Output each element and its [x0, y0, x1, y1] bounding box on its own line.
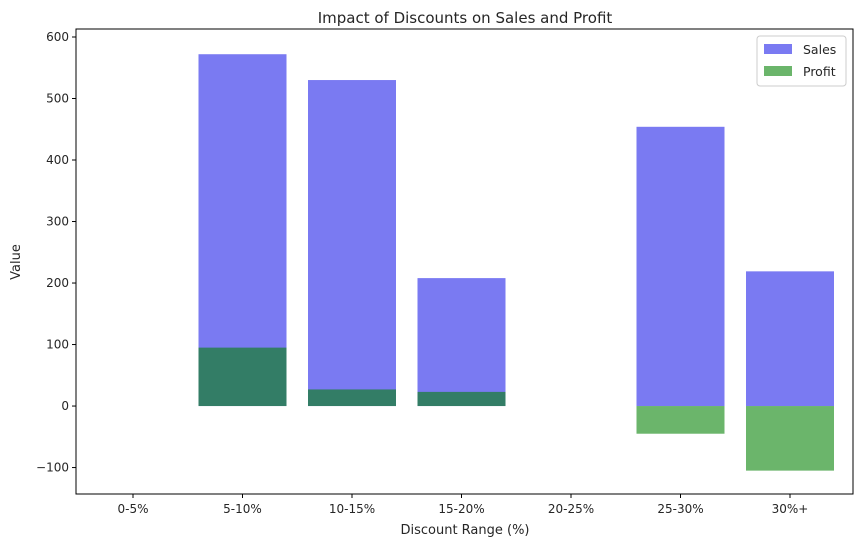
- y-tick-label: 400: [46, 153, 69, 167]
- y-tick-label: 200: [46, 276, 69, 290]
- legend-swatch-profit: [764, 66, 792, 76]
- x-tick-label: 20-25%: [548, 502, 594, 516]
- bar-profit-25-30: [636, 406, 725, 434]
- legend-label-profit: Profit: [803, 64, 836, 79]
- x-axis-label: Discount Range (%): [400, 523, 529, 538]
- y-axis: −100 0 100 200 300 400 500 600: [36, 30, 76, 475]
- plot-area: [75, 28, 854, 495]
- profit-bars: [198, 347, 834, 471]
- y-tick-label: 0: [61, 399, 69, 413]
- bar-profit-5-10: [198, 347, 287, 407]
- x-tick-label: 5-10%: [223, 502, 262, 516]
- y-tick-label: −100: [36, 461, 69, 475]
- legend-label-sales: Sales: [803, 42, 836, 57]
- x-tick-label: 10-15%: [329, 502, 375, 516]
- legend: Sales Profit: [756, 35, 847, 87]
- y-tick-label: 600: [46, 30, 69, 44]
- sales-bars: [198, 54, 834, 407]
- y-tick-label: 500: [46, 92, 69, 106]
- bar-sales-15-20: [417, 278, 506, 407]
- plot-background: [76, 29, 853, 494]
- plot-frame: [75, 28, 854, 495]
- bar-profit-30: [746, 406, 834, 471]
- legend-swatch-sales: [764, 44, 792, 54]
- x-tick-label: 0-5%: [117, 502, 148, 516]
- bar-sales-10-15: [308, 80, 396, 407]
- x-tick-label: 15-20%: [438, 502, 484, 516]
- bar-sales-5-10: [198, 54, 287, 407]
- x-tick-label: 30%+: [772, 502, 809, 516]
- x-axis: 0-5% 5-10% 10-15% 15-20% 20-25% 25-30% 30%+: [117, 494, 808, 516]
- x-tick-label: 25-30%: [657, 502, 703, 516]
- chart-title: Impact of Discounts on Sales and Profit: [318, 9, 613, 27]
- bar-sales-30: [746, 271, 834, 407]
- bar-sales-25-30: [636, 126, 725, 407]
- bar-profit-10-15: [308, 389, 396, 407]
- y-tick-label: 100: [46, 338, 69, 352]
- bar-profit-15-20: [417, 391, 506, 407]
- y-tick-label: 300: [46, 215, 69, 229]
- y-axis-label: Value: [9, 244, 24, 280]
